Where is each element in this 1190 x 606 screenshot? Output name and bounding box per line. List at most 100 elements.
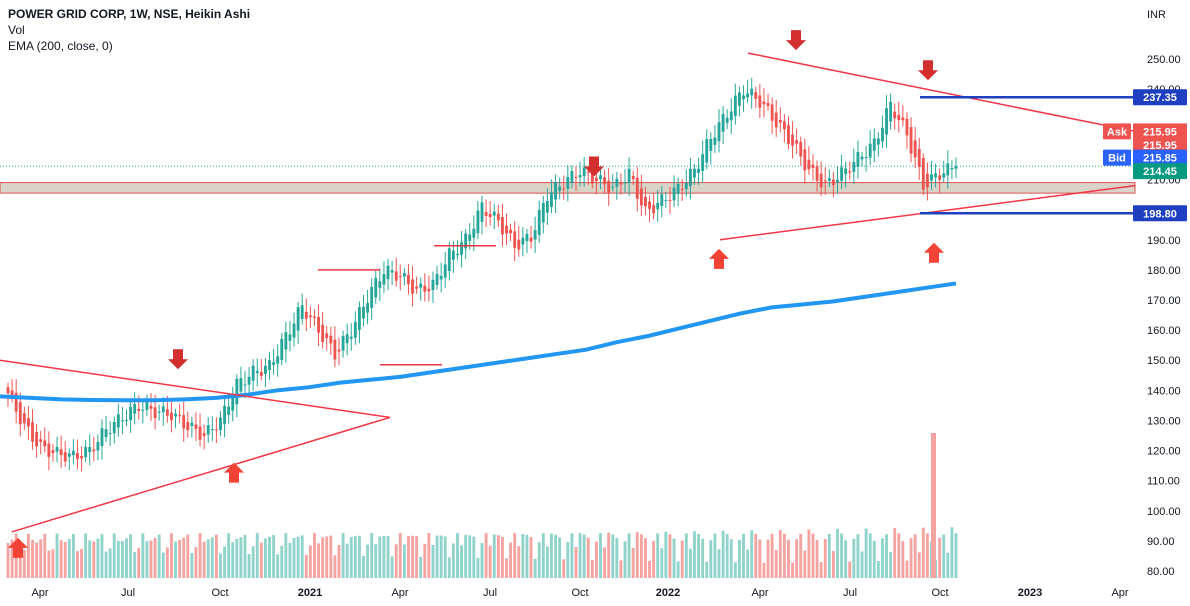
volume-bar	[280, 545, 284, 578]
candle-body	[435, 273, 439, 285]
volume-bar	[791, 562, 794, 578]
volume-bar	[537, 542, 541, 578]
candle-body	[268, 360, 271, 370]
candle-body	[705, 139, 709, 163]
volume-bar	[31, 539, 34, 578]
volume-bar	[484, 533, 488, 578]
volume-bar	[713, 533, 717, 578]
candle-body	[288, 334, 292, 341]
candle-body	[378, 281, 382, 288]
y-tick-label: 90.00	[1147, 536, 1175, 548]
volume-bar	[509, 542, 513, 578]
volume-bar	[574, 546, 578, 578]
volume-bar	[88, 540, 92, 578]
candle-body	[913, 140, 917, 158]
candle-body	[415, 286, 419, 289]
y-tick-label: 110.00	[1147, 476, 1180, 488]
volume-bars	[6, 433, 958, 578]
volume-bar	[194, 547, 198, 578]
volume-bar	[22, 549, 26, 578]
candle-body	[566, 176, 570, 189]
candle-body	[27, 418, 30, 427]
candle-body	[930, 174, 933, 181]
candle-body	[427, 288, 431, 292]
candle-body	[807, 159, 811, 170]
volume-bar	[889, 551, 893, 578]
candle-body	[22, 413, 26, 424]
volume-bar	[864, 528, 868, 578]
candle-body	[893, 111, 897, 119]
volume-bar	[901, 541, 905, 578]
candle-body	[402, 273, 406, 277]
candle-body	[917, 148, 921, 168]
candle-body	[656, 202, 660, 210]
candle-body	[333, 339, 337, 360]
volume-bar	[419, 556, 423, 578]
volume-bar	[517, 546, 521, 578]
volume-bar	[460, 545, 463, 578]
volume-bar	[125, 538, 128, 578]
candle-body	[774, 112, 778, 128]
candle-body	[206, 425, 210, 435]
candle-body	[170, 412, 173, 421]
candle-body	[501, 217, 504, 235]
candle-body	[451, 250, 455, 260]
volume-bar	[672, 538, 676, 578]
candle-body	[787, 125, 790, 145]
candle-body	[145, 402, 149, 410]
volume-bar	[738, 539, 741, 578]
candle-body	[582, 167, 586, 177]
y-tick-label: 130.00	[1147, 415, 1181, 427]
candle-body	[852, 161, 856, 172]
candle-body	[141, 409, 145, 411]
candle-body	[76, 452, 79, 459]
volume-bar	[844, 540, 848, 578]
candle-body	[43, 440, 47, 447]
candle-body	[112, 422, 116, 434]
volume-bar	[243, 534, 247, 578]
volume-bar	[198, 533, 202, 578]
volume-bar	[729, 539, 733, 578]
y-tick-label: 170.00	[1147, 295, 1181, 307]
candle-body	[67, 453, 71, 457]
volume-bar	[51, 549, 55, 578]
candle-body	[492, 211, 496, 216]
candle-body	[594, 177, 598, 182]
volume-bar	[329, 535, 333, 578]
volume-bar	[439, 535, 443, 578]
y-tick-label: 120.00	[1147, 446, 1181, 458]
tag-bid-label: Bid	[1108, 153, 1126, 165]
volume-bar	[18, 550, 22, 578]
candle-body	[954, 166, 958, 169]
volume-bar	[586, 537, 590, 578]
volume-bar	[190, 552, 194, 578]
candle-body	[411, 279, 414, 294]
candle-body	[431, 279, 435, 291]
candle-body	[521, 237, 525, 245]
candle-body	[280, 338, 284, 360]
volume-bar	[443, 536, 447, 578]
volume-bar	[799, 533, 803, 578]
candle-body	[885, 108, 888, 135]
volume-bar	[39, 539, 43, 578]
candle-body	[844, 168, 848, 175]
volume-bar	[705, 561, 709, 578]
candle-body	[317, 316, 320, 333]
volume-bar	[942, 534, 946, 578]
sell-arrow-icon	[584, 156, 604, 177]
candle-body	[746, 93, 750, 98]
volume-bar	[505, 558, 508, 578]
volume-bar	[480, 543, 484, 578]
volume-bar	[656, 533, 660, 578]
candle-body	[639, 188, 643, 206]
candle-body	[729, 111, 733, 121]
volume-bar	[746, 549, 750, 578]
buy-arrow-icon	[224, 462, 244, 483]
tag-ask-label-bg	[1103, 123, 1131, 140]
candle-body	[219, 417, 222, 430]
candle-body	[950, 168, 954, 170]
candle-body	[341, 336, 345, 351]
volume-bar	[296, 536, 300, 578]
buy-arrow-icon	[924, 242, 944, 263]
